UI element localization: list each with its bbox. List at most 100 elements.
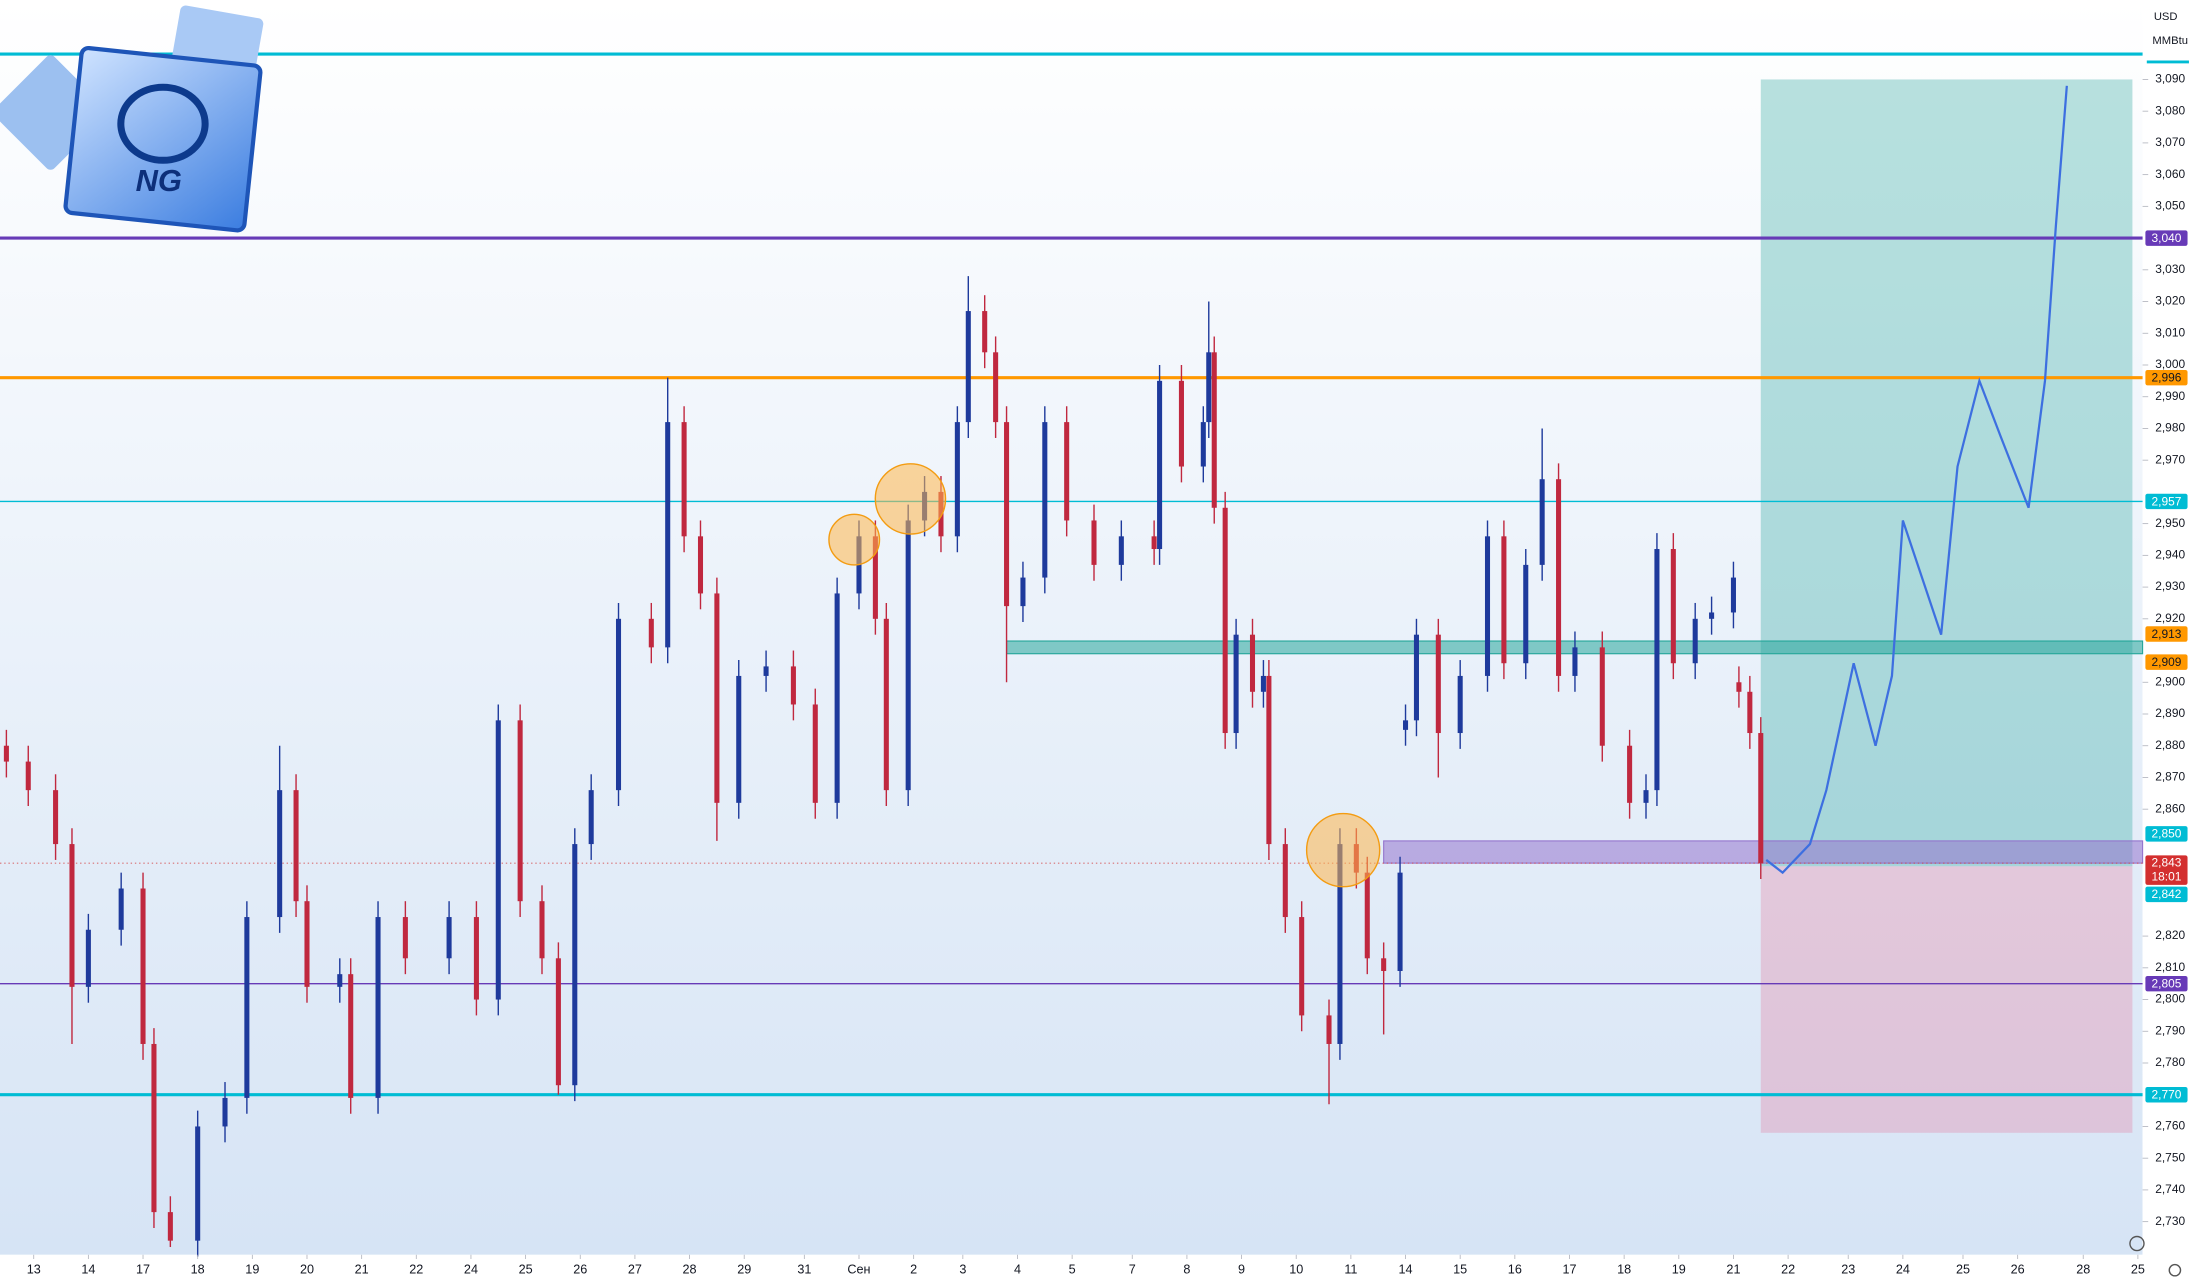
candle-body	[883, 618, 889, 791]
candle-body	[1178, 380, 1184, 467]
candle-body	[681, 422, 687, 537]
y-tick-label: 2,740	[2155, 1182, 2185, 1196]
candle-body	[1157, 380, 1163, 550]
highlight-circle	[874, 463, 947, 535]
candle-body	[1572, 647, 1578, 676]
x-tick-label: 17	[136, 1263, 150, 1277]
x-tick-label: 26	[2011, 1263, 2025, 1277]
candle-body	[1381, 958, 1387, 971]
settings-icon[interactable]	[2129, 1235, 2145, 1252]
candle-body	[954, 422, 960, 537]
x-tick-label: 24	[464, 1263, 478, 1277]
candle-body	[665, 422, 671, 648]
price-badge	[2145, 230, 2188, 246]
candle-body	[118, 888, 124, 930]
candle-body	[446, 917, 452, 959]
candle-body	[736, 675, 742, 803]
y-tick-label: 2,800	[2155, 992, 2185, 1006]
price-badge-text: 2,805	[2152, 977, 2182, 991]
axis-layer: 3,090 3,080 3,070 3,060 3,050 3,030 3,020 3,010…	[27, 72, 2188, 1277]
candle-body	[763, 666, 769, 676]
candle-body	[195, 1126, 201, 1241]
candle-body	[1118, 536, 1124, 565]
x-tick-label: 25	[519, 1263, 533, 1277]
price-badge-text: 2,957	[2152, 494, 2182, 508]
candle-body	[1523, 564, 1529, 664]
x-tick-label: 15	[1453, 1263, 1467, 1277]
price-badge	[2145, 626, 2188, 642]
unit-label: MMBtu	[2152, 35, 2188, 47]
candle-body	[1539, 479, 1545, 565]
logo-text: NG	[136, 163, 182, 198]
candle-body	[1326, 1015, 1332, 1044]
y-tick-label: 2,940	[2155, 548, 2185, 562]
candle-body	[790, 666, 796, 705]
x-tick-label: 27	[628, 1263, 642, 1277]
candle-body	[1435, 634, 1441, 734]
price-badge-text: 3,040	[2152, 231, 2182, 245]
candle-body	[697, 536, 704, 594]
candle-body	[1282, 844, 1288, 918]
last-price-badge	[2145, 855, 2188, 885]
x-tick-label: 2	[910, 1263, 917, 1277]
candle-body	[812, 704, 818, 803]
candle-body	[348, 974, 354, 1098]
price-badge	[2145, 369, 2188, 386]
candle-body	[588, 790, 594, 845]
candle-body	[1654, 549, 1660, 791]
x-tick-label: 25	[2131, 1263, 2145, 1277]
candles-layer	[3, 85, 2068, 1257]
candle-body	[495, 720, 501, 1000]
x-tick-label: 19	[245, 1263, 259, 1277]
price-badge	[2145, 1087, 2188, 1103]
price-badge	[2145, 493, 2188, 510]
price-badge-text: 2,996	[2152, 371, 2182, 385]
candle-body	[304, 901, 310, 987]
candle-body	[69, 844, 75, 987]
price-badge-text: 2,913	[2152, 627, 2182, 641]
candle-body	[1222, 507, 1228, 734]
candle-body	[714, 593, 720, 803]
y-tick-label: 2,730	[2155, 1214, 2185, 1228]
candle-body	[1501, 536, 1507, 664]
x-tick-label: 22	[409, 1263, 423, 1277]
x-tick-label: 21	[355, 1263, 369, 1277]
candle-body	[85, 929, 91, 987]
candle-body	[3, 745, 9, 762]
x-tick-label: 26	[573, 1263, 587, 1277]
candle-body	[615, 618, 622, 791]
countdown-text: 18:01	[2152, 869, 2182, 883]
candle-body	[993, 352, 999, 423]
candle-body	[25, 761, 31, 791]
y-tick-label: 2,790	[2155, 1023, 2185, 1037]
highlight-circle	[828, 513, 881, 566]
candle-body	[1730, 577, 1736, 613]
candle-body	[872, 536, 878, 619]
x-tick-label: 29	[737, 1263, 751, 1277]
gear-icon[interactable]	[2168, 1263, 2182, 1277]
logo-tile-main	[63, 45, 263, 233]
candle-body	[1064, 422, 1070, 521]
y-tick-label: 2,890	[2155, 706, 2185, 720]
y-tick-label: 3,030	[2155, 262, 2185, 276]
y-tick-label: 2,810	[2155, 960, 2185, 974]
y-tick-label: 3,020	[2155, 294, 2185, 308]
candle-body	[1260, 675, 1266, 692]
candle-body	[473, 917, 479, 1000]
candle-body	[982, 311, 988, 353]
candle-body	[1091, 520, 1097, 565]
candle-body	[648, 618, 654, 648]
x-tick-label: 18	[191, 1263, 205, 1277]
candle-body	[1402, 720, 1409, 730]
candle-body	[1599, 647, 1605, 746]
candle-body	[222, 1097, 228, 1127]
y-tick-label: 3,090	[2155, 72, 2185, 86]
x-tick-label: 31	[797, 1263, 811, 1277]
x-tick-label: 4	[1014, 1263, 1021, 1277]
y-tick-label: 2,980	[2155, 421, 2185, 435]
x-tick-label: 19	[1672, 1263, 1686, 1277]
x-tick-label: 24	[1896, 1263, 1910, 1277]
last-price-text: 2,843	[2152, 855, 2182, 869]
candle-body	[402, 917, 408, 959]
